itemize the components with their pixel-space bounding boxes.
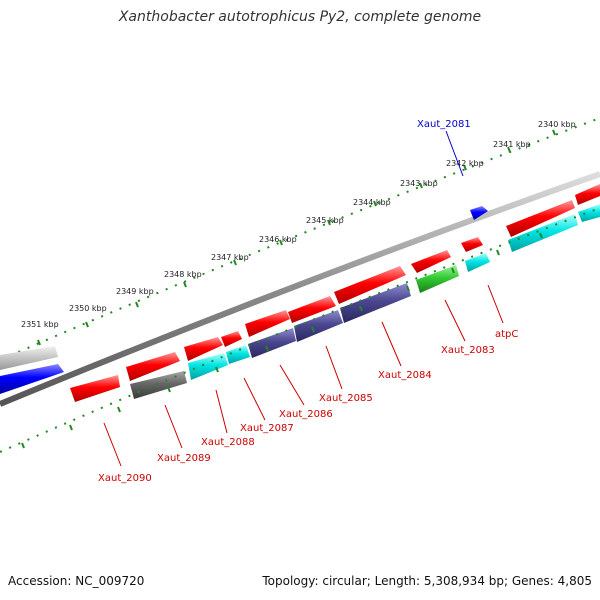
gene-arrow-green — [416, 265, 459, 293]
scale-label: 2345 kbp — [306, 216, 344, 225]
gene-label-2081: Xaut_2081 — [417, 119, 471, 130]
gene-label-2089: Xaut_2089 — [157, 453, 211, 464]
topology-text: Topology: circular; Length: 5,308,934 bp… — [262, 574, 592, 588]
leader-line-2081 — [445, 130, 464, 177]
gene-arrow-cyan-right-2 — [578, 204, 600, 222]
leader-line-atpC — [487, 284, 504, 324]
gene-arrow-2081 — [470, 206, 488, 220]
leader-line-2089 — [164, 404, 183, 449]
scale-label: 2350 kbp — [69, 304, 107, 313]
accession-text: Accession: NC_009720 — [8, 574, 145, 588]
scale-label: 2348 kbp — [164, 270, 202, 279]
map-title: Xanthobacter autotrophicus Py2, complete… — [118, 9, 482, 25]
gene-label-2083: Xaut_2083 — [441, 345, 495, 356]
inner-scale-major-ticks — [21, 232, 543, 449]
gene-arrow-2084 — [334, 266, 406, 304]
scale-label: 2340 kbp — [538, 120, 576, 129]
genome-backbone — [0, 171, 600, 407]
gene-arrow-navy-1 — [340, 283, 411, 323]
gene-arrow-right-2 — [575, 184, 600, 205]
gene-label-2088: Xaut_2088 — [201, 437, 255, 448]
gene-label-atpC: atpC — [495, 329, 518, 340]
gene-arrow-2089 — [126, 352, 180, 381]
gene-arrow-2088 — [184, 337, 223, 361]
gene-arrow-left-blue — [0, 364, 64, 394]
gene-arrow-navy-3 — [248, 328, 296, 358]
gene-arrow-cyan-right — [508, 214, 578, 252]
gene-arrow-2085 — [288, 296, 336, 323]
reverse-strand-genes — [70, 204, 600, 402]
leader-line-2088 — [215, 389, 228, 434]
leader-line-2085 — [325, 345, 343, 390]
gene-label-2084: Xaut_2084 — [378, 370, 432, 381]
gene-arrow-atpC — [461, 237, 483, 252]
gene-arrow-cyan-2 — [226, 345, 250, 364]
leader-line-2087 — [243, 377, 266, 421]
forward-strand-genes — [0, 184, 600, 394]
gene-arrow-left-gray — [0, 346, 58, 370]
gene-arrow-2086 — [245, 310, 290, 337]
scale-label: 2341 kbp — [493, 140, 531, 149]
outer-scale-major-ticks — [37, 129, 556, 346]
gene-arrow-right-1 — [506, 200, 575, 237]
gene-arrow-cyan-1 — [465, 253, 490, 272]
gene-arrow-2090 — [70, 375, 120, 402]
gene-arrow-navy-2 — [294, 310, 343, 342]
scale-label: 2347 kbp — [211, 253, 249, 262]
leader-line-2086 — [279, 364, 305, 406]
scale-label: 2344 kbp — [353, 198, 391, 207]
gene-label-2090: Xaut_2090 — [98, 473, 152, 484]
scale-label: 2342 kbp — [446, 159, 484, 168]
leader-line-2090 — [103, 422, 122, 467]
leader-line-2084 — [381, 321, 402, 367]
scale-label: 2343 kbp — [400, 179, 438, 188]
scale-label: 2349 kbp — [116, 287, 154, 296]
gene-label-2086: Xaut_2086 — [279, 409, 333, 420]
gene-arrow-2083 — [411, 250, 451, 273]
leader-lines — [103, 130, 504, 467]
gene-arrow-darkgray — [130, 371, 187, 399]
gene-arrow-2087 — [221, 331, 242, 347]
gene-arrow-cyan-3 — [188, 353, 228, 380]
gene-label-2087: Xaut_2087 — [240, 423, 294, 434]
gene-label-2085: Xaut_2085 — [319, 393, 373, 404]
leader-line-2083 — [444, 299, 466, 342]
scale-label: 2346 kbp — [259, 235, 297, 244]
outer-scale-track — [0, 117, 600, 361]
scale-label: 2351 kbp — [21, 320, 59, 329]
